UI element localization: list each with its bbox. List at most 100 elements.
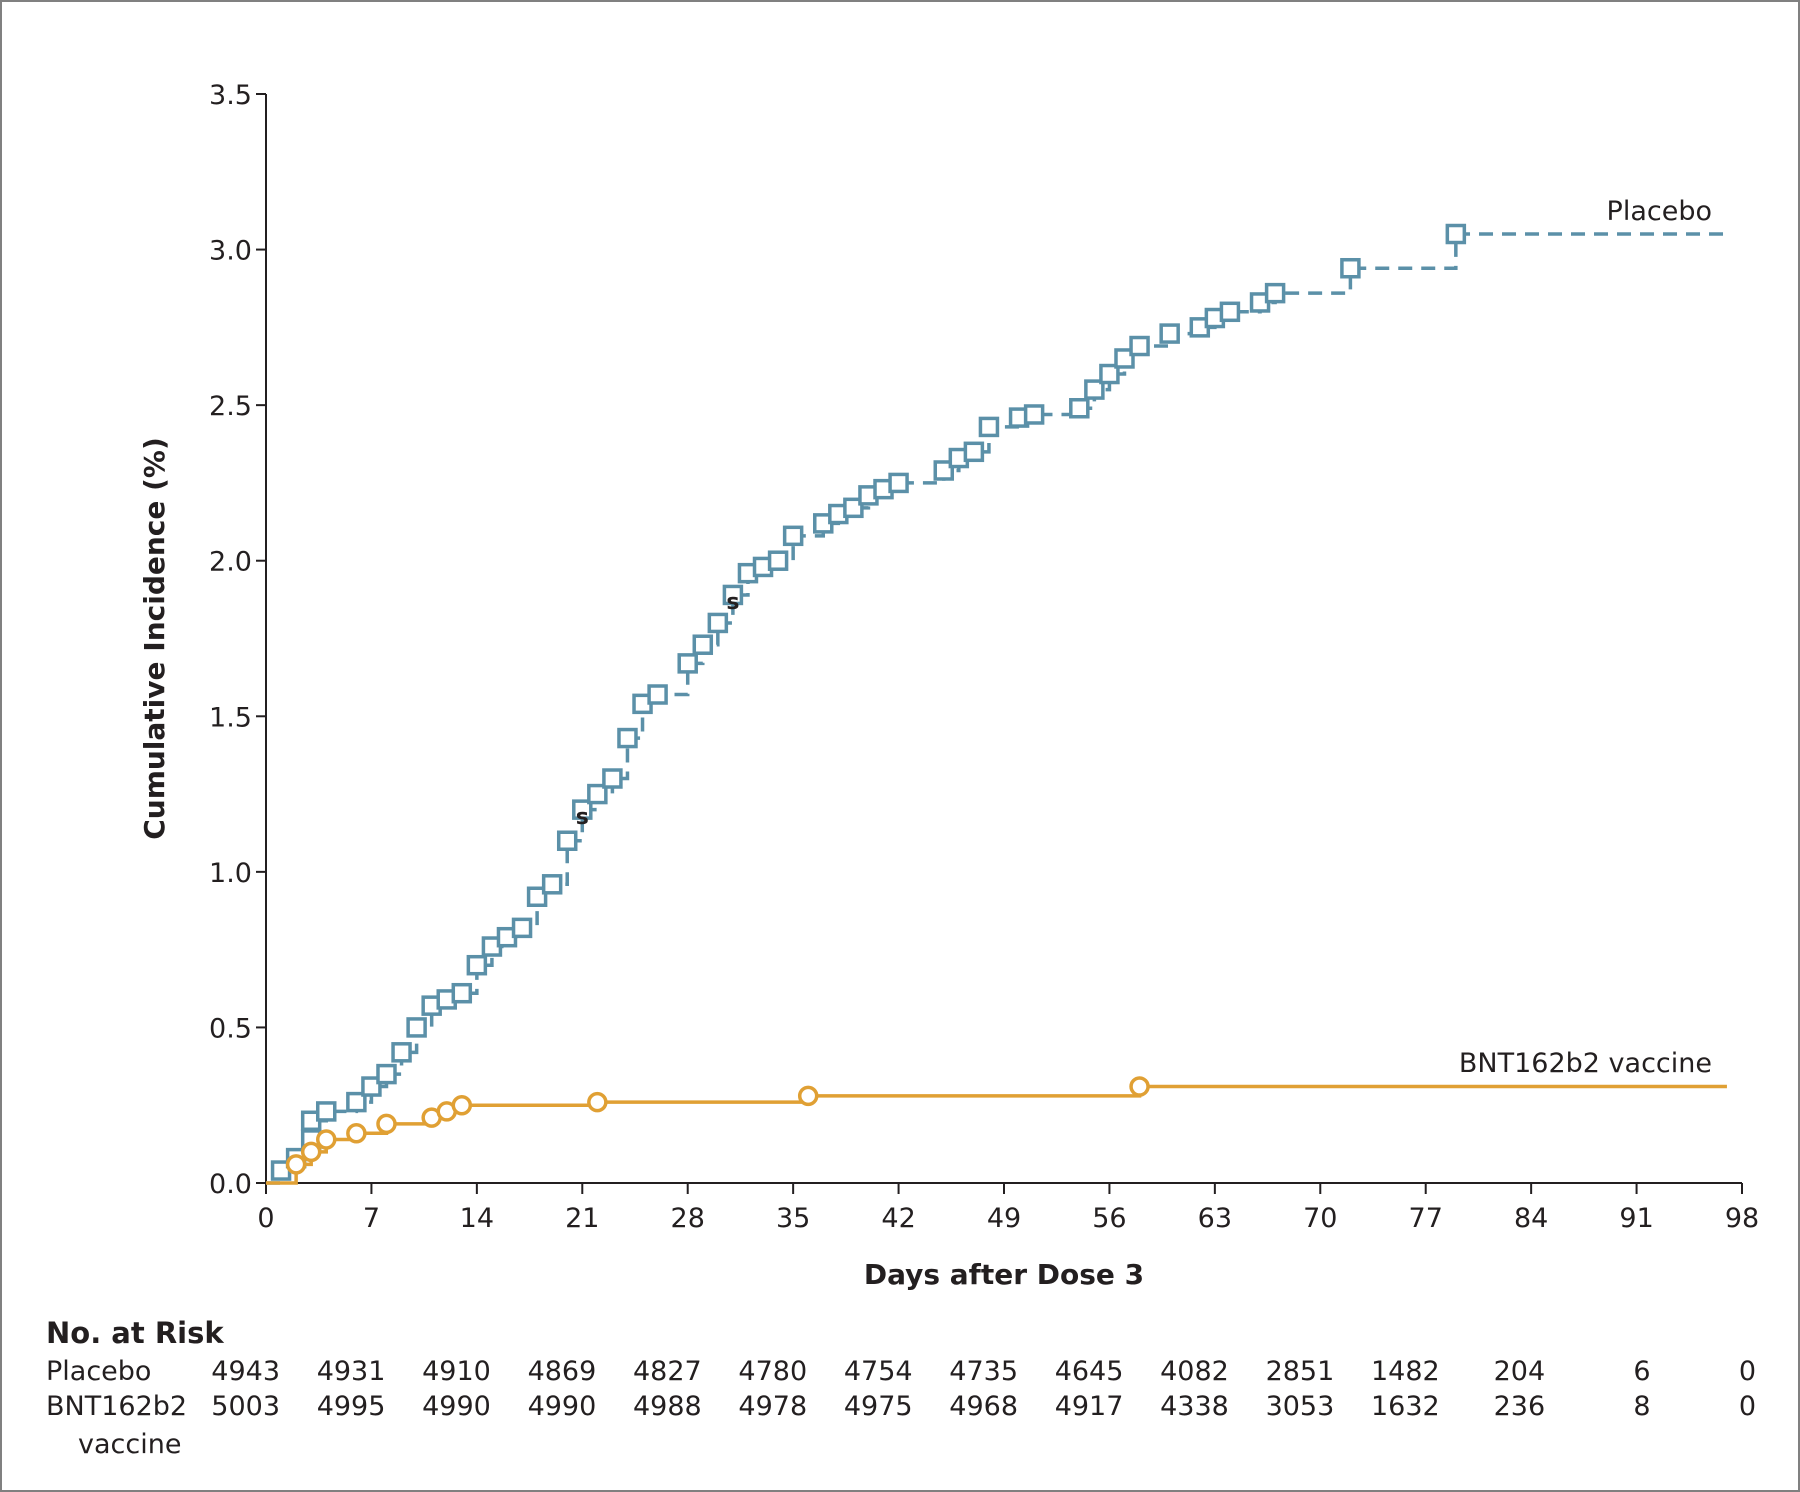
y-tick-label: 1.5 xyxy=(209,702,252,733)
risk-value: 4917 xyxy=(1055,1391,1124,1422)
risk-value: 4978 xyxy=(738,1391,807,1422)
placebo-point xyxy=(782,525,804,547)
placebo-point xyxy=(963,441,985,463)
placebo-point xyxy=(1264,282,1286,304)
risk-value: 4338 xyxy=(1160,1391,1229,1422)
risk-value: 5003 xyxy=(211,1391,280,1422)
placebo-point xyxy=(888,472,909,494)
bnt162b2-vaccine-point xyxy=(300,1141,322,1163)
bnt162b2-vaccine-point xyxy=(797,1085,819,1107)
placebo-point xyxy=(361,1076,382,1097)
censor-mark: s xyxy=(726,590,739,615)
bnt162b2-vaccine-point xyxy=(451,1094,473,1116)
x-tick-label: 35 xyxy=(776,1203,810,1234)
bnt162b2-vaccine-step-line xyxy=(266,1084,1727,1185)
risk-value: 3053 xyxy=(1266,1391,1335,1422)
risk-row-label: vaccine xyxy=(78,1429,181,1460)
placebo-point xyxy=(677,653,698,674)
risk-value: 204 xyxy=(1494,1356,1546,1387)
placebo-point xyxy=(647,684,668,705)
bnt162b2-vaccine-point xyxy=(587,1091,608,1113)
risk-value: 4988 xyxy=(633,1391,702,1422)
bnt162b2-vaccine-point xyxy=(285,1154,307,1175)
placebo-point xyxy=(933,460,955,481)
placebo-point xyxy=(1069,398,1090,419)
placebo-point xyxy=(406,1017,427,1038)
placebo-point xyxy=(1159,323,1180,344)
risk-table-title: No. at Risk xyxy=(46,1316,224,1350)
placebo-point xyxy=(315,1101,337,1122)
risk-row-label: Placebo xyxy=(46,1356,151,1387)
risk-value: 4827 xyxy=(633,1356,702,1387)
x-axis-label: Days after Dose 3 xyxy=(864,1258,1144,1291)
placebo-point xyxy=(587,783,608,805)
x-tick-label: 0 xyxy=(257,1203,274,1234)
placebo-point xyxy=(978,416,1000,438)
placebo-step-line xyxy=(266,232,1727,1185)
risk-value: 4910 xyxy=(422,1356,491,1387)
number-at-risk-table: Placebo 4943 4931 4910 4869 4827 4780 4754 4735 4… xyxy=(46,1356,1756,1460)
placebo-point xyxy=(391,1042,412,1063)
risk-value: 4735 xyxy=(949,1356,1018,1387)
placebo-point xyxy=(1114,348,1135,369)
risk-value: 8 xyxy=(1633,1391,1650,1422)
risk-value: 4931 xyxy=(317,1356,386,1387)
placebo-point xyxy=(376,1063,397,1085)
risk-value: 4990 xyxy=(528,1391,597,1422)
y-axis-label: Cumulative Incidence (%) xyxy=(138,437,171,840)
risk-value: 2851 xyxy=(1266,1356,1335,1387)
bnt162b2-vaccine-point xyxy=(315,1129,337,1150)
bnt162b2-vaccine-series-label: BNT162b2 vaccine xyxy=(1459,1048,1712,1079)
placebo-point xyxy=(572,799,593,820)
risk-value: 6 xyxy=(1633,1356,1650,1387)
placebo-point xyxy=(1099,363,1120,385)
risk-value: 4943 xyxy=(211,1356,280,1387)
x-tick-label: 14 xyxy=(460,1203,494,1234)
risk-value: 0 xyxy=(1739,1356,1756,1387)
risk-value: 4968 xyxy=(949,1391,1018,1422)
y-tick-label: 3.0 xyxy=(209,236,252,267)
x-tick-label: 63 xyxy=(1198,1203,1232,1234)
censor-mark: s xyxy=(576,805,589,830)
y-tick-label: 1.0 xyxy=(209,858,252,889)
risk-value: 0 xyxy=(1739,1391,1756,1422)
risk-value: 4082 xyxy=(1160,1356,1229,1387)
placebo-point xyxy=(767,550,789,571)
x-tick-label: 98 xyxy=(1725,1203,1759,1234)
axes: 0.0 0.5 1.0 1.5 2.0 2.5 3.0 3.5 0 7 14 21 28 35 42 49 56… xyxy=(209,80,1759,1234)
bnt162b2-vaccine-point xyxy=(346,1122,367,1144)
y-tick-label: 2.0 xyxy=(209,547,252,578)
x-tick-label: 42 xyxy=(881,1203,915,1234)
x-tick-label: 77 xyxy=(1409,1203,1443,1234)
placebo-point xyxy=(451,982,473,1004)
risk-value: 4869 xyxy=(528,1356,597,1387)
x-tick-label: 56 xyxy=(1092,1203,1126,1234)
placebo-point xyxy=(617,727,638,749)
placebo-point xyxy=(843,497,864,519)
placebo-point xyxy=(1023,404,1045,425)
placebo-point xyxy=(707,612,729,634)
placebo-point xyxy=(556,830,578,851)
x-tick-label: 28 xyxy=(671,1203,705,1234)
risk-value: 4780 xyxy=(738,1356,807,1387)
placebo-point xyxy=(511,917,533,939)
risk-value: 4645 xyxy=(1055,1356,1124,1387)
risk-value: 4995 xyxy=(317,1391,386,1422)
x-tick-label: 7 xyxy=(363,1203,380,1234)
placebo-point xyxy=(526,886,548,907)
placebo-point xyxy=(1445,223,1467,245)
risk-value: 1632 xyxy=(1371,1391,1440,1422)
bnt162b2-vaccine-point xyxy=(1129,1076,1150,1097)
bnt162b2-vaccine-point xyxy=(376,1113,397,1135)
x-tick-label: 91 xyxy=(1619,1203,1653,1234)
risk-value: 4754 xyxy=(844,1356,913,1387)
placebo-point xyxy=(1219,301,1241,323)
placebo-point xyxy=(1129,335,1150,357)
placebo-point xyxy=(692,634,714,655)
risk-value: 4990 xyxy=(422,1391,491,1422)
placebo-point xyxy=(466,954,488,976)
risk-value: 1482 xyxy=(1371,1356,1440,1387)
x-tick-label: 70 xyxy=(1303,1203,1337,1234)
